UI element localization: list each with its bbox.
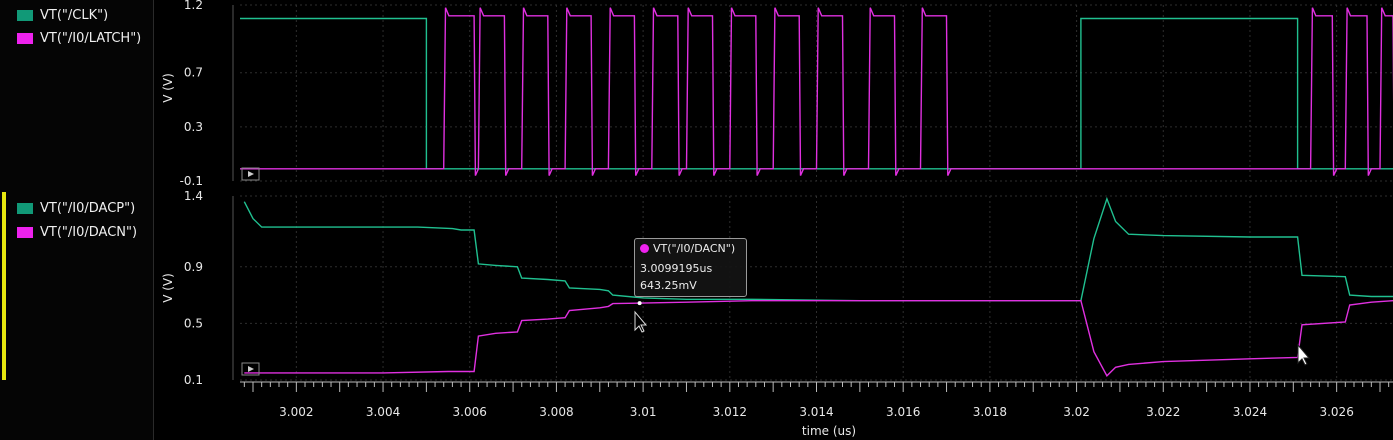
- series-line-dacp[interactable]: [243, 196, 1393, 302]
- legend-label-dacp: VT("/I0/DACP"): [40, 200, 136, 216]
- x-tick-label: 3.026: [1319, 405, 1353, 419]
- tooltip-time: 3.0099195us: [640, 262, 713, 275]
- legend-swatch-latch: [17, 32, 33, 44]
- mouse-cursor-icon: [634, 310, 648, 333]
- x-tick-label: 3.004: [366, 405, 400, 419]
- legend-swatch-clk: [17, 9, 33, 21]
- mouse-cursor-icon-2: [1297, 343, 1311, 366]
- tooltip-signal-row: VT("/I0/DACN"): [640, 242, 735, 255]
- legend-item-dacn[interactable]: VT("/I0/DACN"): [17, 224, 137, 240]
- y-tick-label: 0.9: [184, 260, 203, 274]
- y-tick-label: 0.5: [184, 316, 203, 330]
- x-tick-label: 3.002: [279, 405, 313, 419]
- legend-item-dacp[interactable]: VT("/I0/DACP"): [17, 200, 135, 216]
- y-tick-label: -0.1: [180, 174, 203, 188]
- x-tick-label: 3.01: [630, 405, 657, 419]
- legend-pane: VT("/CLK") VT("/I0/LATCH") VT("/I0/DACP"…: [0, 0, 154, 440]
- play-icon-bottom[interactable]: [241, 362, 260, 376]
- x-tick-label: 3.006: [453, 405, 487, 419]
- x-tick-label: 3.022: [1146, 405, 1180, 419]
- y-tick-label: 1.2: [184, 0, 203, 12]
- marker-point[interactable]: [637, 301, 642, 306]
- y-axis-label-bottom: V (V): [161, 273, 175, 303]
- legend-swatch-dacp: [17, 202, 33, 214]
- legend-label-latch: VT("/I0/LATCH"): [40, 30, 142, 46]
- x-tick-label: 3.018: [973, 405, 1007, 419]
- y-tick-label: 0.1: [184, 373, 203, 387]
- legend-item-clk[interactable]: VT("/CLK"): [17, 7, 108, 23]
- y-axis-label-top: V (V): [161, 73, 175, 103]
- y-tick-label: 0.3: [184, 120, 203, 134]
- series-line-latch[interactable]: [240, 7, 1393, 176]
- y-tick-label: 1.4: [184, 189, 203, 203]
- tooltip-dot-icon: [640, 244, 649, 253]
- series-line-clk[interactable]: [240, 17, 1393, 170]
- x-tick-label: 3.016: [886, 405, 920, 419]
- play-icon-top[interactable]: [241, 167, 260, 181]
- legend-label-dacn: VT("/I0/DACN"): [40, 224, 138, 240]
- marker-tooltip[interactable]: VT("/I0/DACN") 3.0099195us 643.25mV: [634, 238, 747, 297]
- x-tick-label: 3.02: [1063, 405, 1090, 419]
- x-tick-label: 3.024: [1233, 405, 1267, 419]
- x-tick-label: 3.008: [539, 405, 573, 419]
- legend-label-clk: VT("/CLK"): [40, 7, 109, 23]
- tooltip-signal: VT("/I0/DACN"): [653, 242, 736, 255]
- x-axis: 3.002 3.004 3.006 3.008 3.01 3.012 3.014 3.016 3…: [240, 381, 1393, 419]
- x-axis-label: time (us): [802, 424, 856, 438]
- x-tick-label: 3.014: [799, 405, 833, 419]
- y-tick-label: 0.7: [184, 66, 203, 80]
- legend-swatch-dacn: [17, 226, 33, 238]
- legend-item-latch[interactable]: VT("/I0/LATCH"): [17, 30, 141, 46]
- x-tick-label: 3.012: [713, 405, 747, 419]
- bottom-panel[interactable]: 1.4 0.9 0.5 0.1: [184, 189, 1393, 387]
- series-line-dacn[interactable]: [244, 300, 1393, 377]
- selected-strip-marker: [2, 192, 6, 380]
- tooltip-value: 643.25mV: [640, 279, 697, 292]
- top-panel[interactable]: 1.2 0.7 0.3 -0.1: [180, 0, 1393, 188]
